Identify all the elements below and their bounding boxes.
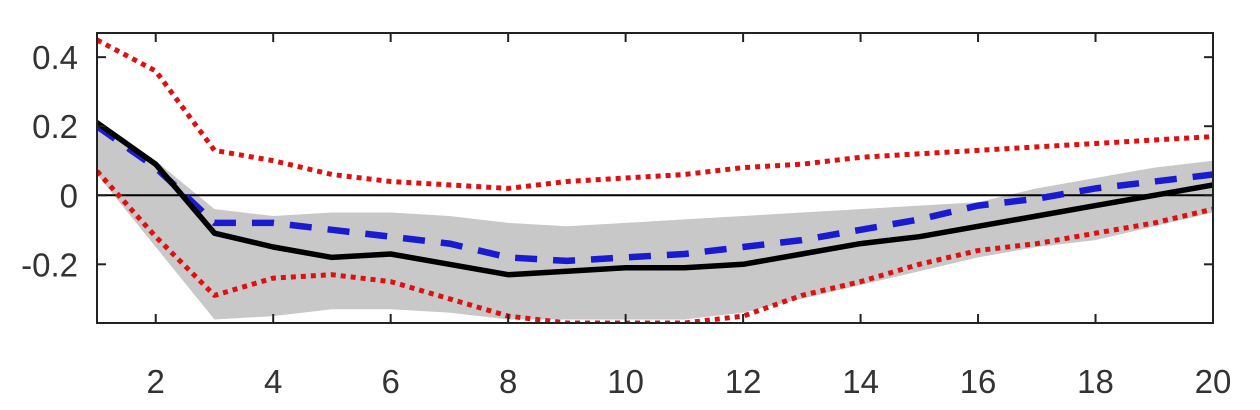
plot-frame <box>96 32 1214 324</box>
y-tick-label: 0.2 <box>32 108 78 145</box>
x-tick-label: 16 <box>960 363 997 400</box>
x-tick-label: 12 <box>725 363 762 400</box>
x-tick-label: 2 <box>147 363 165 400</box>
y-tick-label: -0.2 <box>21 246 78 283</box>
y-tick-label: 0.4 <box>32 39 78 76</box>
confidence-band <box>97 119 1213 320</box>
x-tick-label: 18 <box>1077 363 1114 400</box>
y-tick-label: 0 <box>60 177 78 214</box>
plot-content <box>97 37 1213 323</box>
x-tick-label: 20 <box>1195 363 1232 400</box>
x-tick-label: 10 <box>607 363 644 400</box>
x-tick-label: 14 <box>842 363 879 400</box>
x-tick-label: 6 <box>382 363 400 400</box>
series-line-dotted-4 <box>97 169 1213 323</box>
series-line-dotted-3 <box>97 37 1213 191</box>
axes: 2 4 6 8 10 12 14 16 18 20 0.4 0.2 0 -0.2 <box>21 32 1232 400</box>
x-tick-label: 8 <box>499 363 517 400</box>
series-line-solid-1 <box>97 120 1213 278</box>
plot-area <box>97 37 1213 323</box>
x-tick-label: 4 <box>264 363 282 400</box>
